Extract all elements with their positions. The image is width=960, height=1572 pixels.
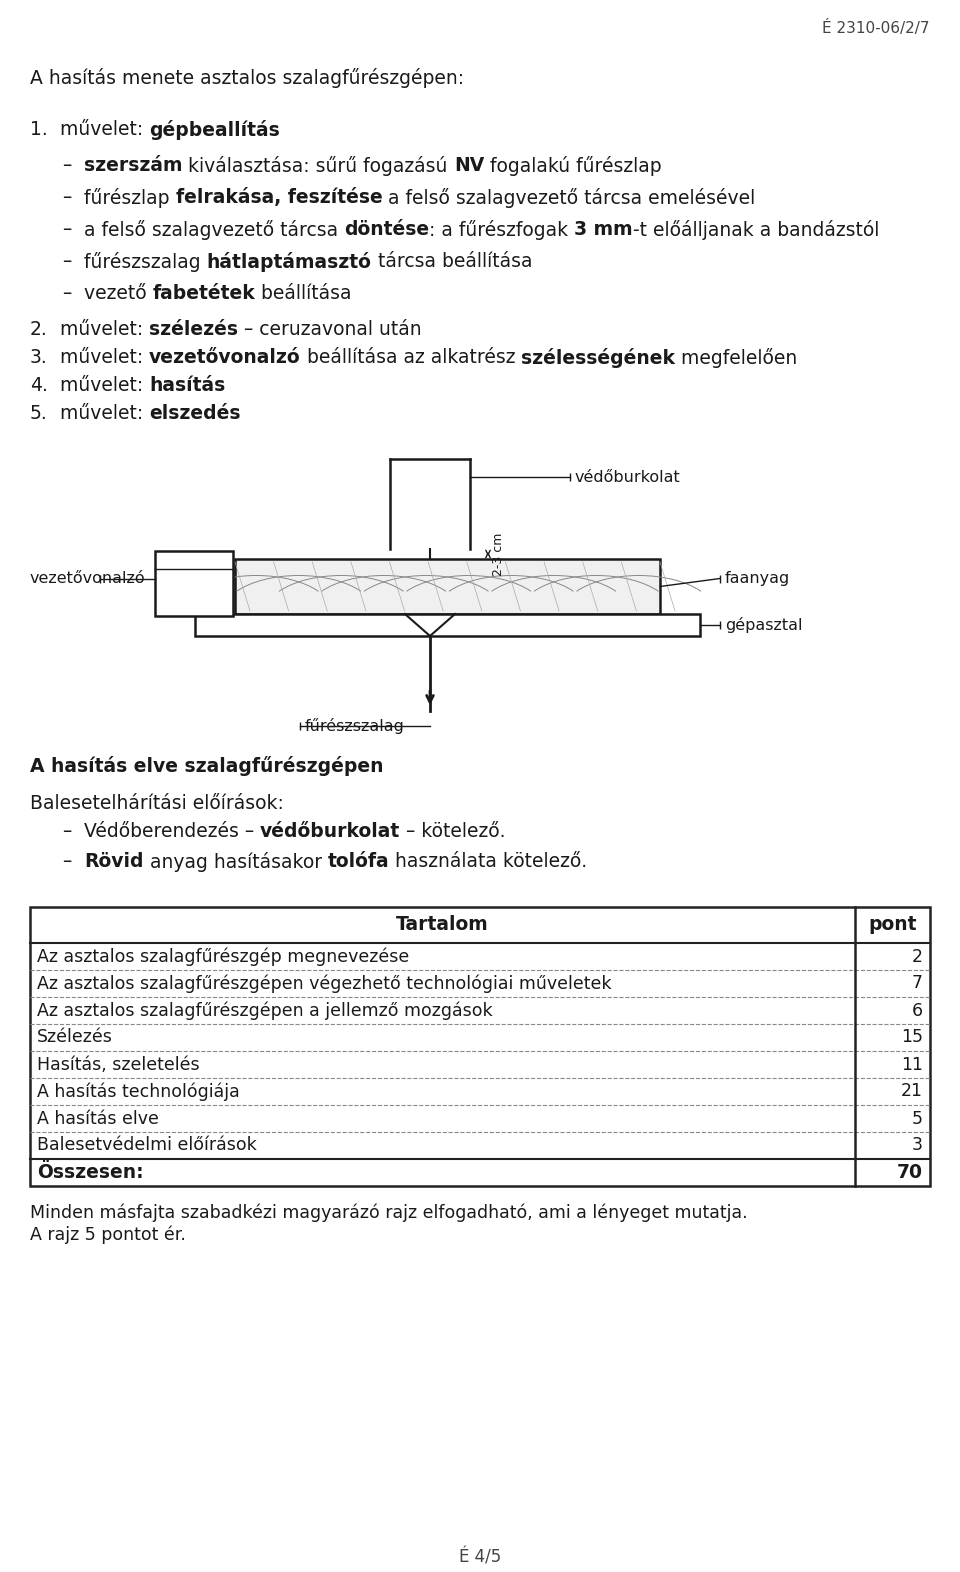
Text: döntése: döntése xyxy=(344,220,429,239)
Text: vezetővonalzó: vezetővonalzó xyxy=(30,571,146,586)
Text: gépbeallítás: gépbeallítás xyxy=(149,119,279,140)
Text: A hasítás technológiája: A hasítás technológiája xyxy=(37,1082,240,1100)
Text: Balesetelhárítási előírások:: Balesetelhárítási előírások: xyxy=(30,794,284,813)
Text: 11: 11 xyxy=(901,1055,923,1074)
Text: használata kötelező.: használata kötelező. xyxy=(389,852,588,871)
Text: –: – xyxy=(62,189,71,208)
Text: tárcsa beállítása: tárcsa beállítása xyxy=(372,252,532,270)
Text: 2-3 cm: 2-3 cm xyxy=(492,533,505,575)
Text: művelet:: művelet: xyxy=(60,321,149,340)
Text: –: – xyxy=(62,220,71,239)
Text: pont: pont xyxy=(868,915,917,934)
Text: Védőberendezés –: Védőberendezés – xyxy=(84,822,260,841)
Text: fogalakú fűrészlap: fogalakú fűrészlap xyxy=(484,156,661,176)
Text: beállítása az alkatrész: beállítása az alkatrész xyxy=(300,347,521,366)
Text: 15: 15 xyxy=(901,1028,923,1047)
Text: 4.: 4. xyxy=(30,376,48,395)
Text: beállítása: beállítása xyxy=(255,285,352,303)
Text: É 4/5: É 4/5 xyxy=(459,1548,501,1566)
Text: megfelelően: megfelelően xyxy=(675,347,798,368)
Text: a felső szalagvezető tárcsa: a felső szalagvezető tárcsa xyxy=(84,220,344,241)
Text: NV: NV xyxy=(454,156,484,174)
Text: faanyag: faanyag xyxy=(725,571,790,586)
Text: Rövid: Rövid xyxy=(84,852,143,871)
Text: a felső szalagvezető tárcsa emelésével: a felső szalagvezető tárcsa emelésével xyxy=(382,189,756,208)
Text: művelet:: művelet: xyxy=(60,347,149,366)
Text: védőburkolat: védőburkolat xyxy=(260,822,400,841)
Text: művelet:: művelet: xyxy=(60,119,149,138)
Text: Szélezés: Szélezés xyxy=(37,1028,113,1047)
Text: 3.: 3. xyxy=(30,347,48,366)
Text: szerszám: szerszám xyxy=(84,156,182,174)
Text: –: – xyxy=(62,252,71,270)
Text: védőburkolat: védőburkolat xyxy=(575,470,681,484)
Text: kiválasztása: sűrű fogazású: kiválasztása: sűrű fogazású xyxy=(182,156,454,176)
Bar xyxy=(155,552,233,616)
Text: – ceruzavonal után: – ceruzavonal után xyxy=(238,321,421,340)
Text: A hasítás menete asztalos szalagfűrészgépen:: A hasítás menete asztalos szalagfűrészgé… xyxy=(30,68,464,88)
Text: gépasztal: gépasztal xyxy=(725,616,803,634)
Bar xyxy=(30,907,930,1185)
Text: fűrészszalag: fűrészszalag xyxy=(84,252,206,272)
Text: A hasítás elve szalagfűrészgépen: A hasítás elve szalagfűrészgépen xyxy=(30,756,383,777)
Text: –: – xyxy=(62,156,71,174)
Text: művelet:: művelet: xyxy=(60,404,149,423)
Text: 3 mm: 3 mm xyxy=(574,220,633,239)
Text: 2.: 2. xyxy=(30,321,48,340)
Text: művelet:: művelet: xyxy=(60,376,149,395)
Text: 1.: 1. xyxy=(30,119,48,138)
Text: Az asztalos szalagfűrészgép megnevezése: Az asztalos szalagfűrészgép megnevezése xyxy=(37,948,409,965)
Bar xyxy=(235,560,660,615)
Text: Összesen:: Összesen: xyxy=(37,1163,144,1182)
Text: 2: 2 xyxy=(912,948,923,965)
Text: –: – xyxy=(62,852,71,871)
Text: 7: 7 xyxy=(912,975,923,992)
Text: Balesetvédelmi előírások: Balesetvédelmi előírások xyxy=(37,1137,256,1154)
Text: anyag hasításakor: anyag hasításakor xyxy=(143,852,327,872)
Text: : a fűrészfogak: : a fűrészfogak xyxy=(429,220,574,241)
Text: – kötelező.: – kötelező. xyxy=(400,822,506,841)
Text: tolófa: tolófa xyxy=(327,852,389,871)
Text: fűrészszalag: fűrészszalag xyxy=(305,718,405,734)
Text: hasítás: hasítás xyxy=(149,376,226,395)
Text: –: – xyxy=(62,822,71,841)
Bar xyxy=(195,615,700,637)
Text: 21: 21 xyxy=(901,1083,923,1100)
Text: hátlaptámasztó: hátlaptámasztó xyxy=(206,252,372,272)
Text: Az asztalos szalagfűrészgépen végezhető technológiai műveletek: Az asztalos szalagfűrészgépen végezhető … xyxy=(37,975,612,994)
Text: Hasítás, szeletelés: Hasítás, szeletelés xyxy=(37,1055,200,1074)
Text: -t előálljanak a bandázstól: -t előálljanak a bandázstól xyxy=(633,220,879,241)
Text: 5.: 5. xyxy=(30,404,48,423)
Text: 6: 6 xyxy=(912,1001,923,1020)
Text: elszedés: elszedés xyxy=(149,404,241,423)
Text: 3: 3 xyxy=(912,1137,923,1154)
Text: vezetővonalzó: vezetővonalzó xyxy=(149,347,300,366)
Text: fabetétek: fabetétek xyxy=(153,285,255,303)
Text: Minden másfajta szabadkézi magyarázó rajz elfogadható, ami a lényeget mutatja.: Minden másfajta szabadkézi magyarázó raj… xyxy=(30,1204,748,1223)
Text: A hasítás elve: A hasítás elve xyxy=(37,1110,158,1127)
Text: Az asztalos szalagfűrészgépen a jellemző mozgások: Az asztalos szalagfűrészgépen a jellemző… xyxy=(37,1001,492,1020)
Text: 5: 5 xyxy=(912,1110,923,1127)
Text: fűrészlap: fűrészlap xyxy=(84,189,176,208)
Text: 70: 70 xyxy=(897,1163,923,1182)
Text: szélezés: szélezés xyxy=(149,321,238,340)
Text: A rajz 5 pontot ér.: A rajz 5 pontot ér. xyxy=(30,1226,186,1245)
Text: Tartalom: Tartalom xyxy=(396,915,489,934)
Text: –: – xyxy=(62,285,71,303)
Text: vezető: vezető xyxy=(84,285,153,303)
Text: É 2310-06/2/7: É 2310-06/2/7 xyxy=(823,20,930,36)
Text: felrakása, feszítése: felrakása, feszítése xyxy=(176,189,382,208)
Text: szélességének: szélességének xyxy=(521,347,675,368)
